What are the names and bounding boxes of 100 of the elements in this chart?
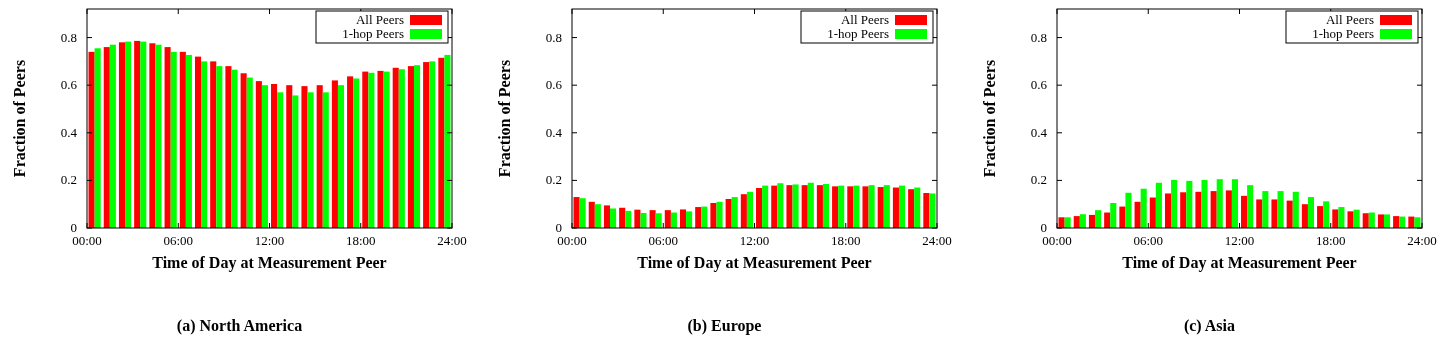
bar <box>1216 179 1223 228</box>
bar <box>383 71 390 228</box>
bar <box>853 185 860 228</box>
bar <box>134 40 141 228</box>
bar <box>579 198 586 228</box>
bar <box>316 85 323 228</box>
bar <box>868 185 875 228</box>
bar <box>1301 204 1308 228</box>
bar <box>185 54 192 228</box>
bar <box>1095 210 1102 228</box>
bar <box>413 65 421 228</box>
bar <box>914 187 921 228</box>
bar <box>429 61 436 228</box>
x-axis-title: Time of Day at Measurement Peer <box>1122 254 1357 272</box>
y-tick-label: 0.6 <box>1030 77 1048 93</box>
bar <box>94 48 101 228</box>
bar <box>1180 192 1187 228</box>
bar <box>1247 185 1254 228</box>
bar <box>407 66 414 228</box>
y-tick-label: 0.8 <box>545 29 562 45</box>
bar <box>1073 216 1080 228</box>
text: (b) Europe <box>687 317 762 335</box>
x-axis-title: Time of Day at Measurement Peer <box>152 254 387 272</box>
bar <box>634 209 641 228</box>
bar <box>1383 214 1391 228</box>
bar <box>1323 201 1330 228</box>
bar <box>746 191 753 228</box>
bar <box>786 185 793 228</box>
bar <box>307 92 314 228</box>
x-tick-label: 06:00 <box>1133 233 1164 248</box>
bar <box>1347 211 1354 228</box>
bar <box>588 201 595 228</box>
bar <box>225 66 232 228</box>
bar <box>423 62 430 228</box>
y-tick-label: 0.2 <box>545 172 562 188</box>
bar <box>164 47 171 228</box>
bar <box>822 183 830 228</box>
x-tick-label: 00:00 <box>557 233 587 248</box>
x-tick-label: 12:00 <box>254 233 285 248</box>
text: (c) Asia <box>1183 317 1236 335</box>
legend-label: 1-hop Peers <box>1312 26 1374 41</box>
y-tick-label: 0.4 <box>545 124 563 140</box>
bar <box>594 204 601 228</box>
y-tick-label: 0.8 <box>1030 29 1047 45</box>
y-axis-title: Fraction of Peers <box>981 59 998 178</box>
bar <box>353 78 360 228</box>
bar <box>1058 217 1065 228</box>
bar <box>277 92 284 228</box>
bar <box>210 61 217 228</box>
bar <box>1256 199 1263 228</box>
bar <box>847 186 854 228</box>
bar <box>103 47 110 228</box>
bar <box>140 41 147 228</box>
bar <box>1164 193 1172 228</box>
text: (a) North America <box>176 317 303 335</box>
bar <box>877 187 884 228</box>
bar <box>1155 182 1162 228</box>
bar <box>1201 179 1208 228</box>
bar <box>1140 188 1147 228</box>
bar <box>573 197 580 228</box>
x-tick-label: 06:00 <box>163 233 194 248</box>
bar <box>1149 197 1156 228</box>
bar <box>170 51 177 228</box>
bar <box>1186 180 1193 228</box>
y-tick-label: 0 <box>555 220 562 235</box>
bar <box>838 185 845 228</box>
bar <box>908 189 915 228</box>
bar <box>216 66 223 228</box>
bar <box>710 203 717 228</box>
bar <box>801 185 808 228</box>
bar <box>1079 214 1086 228</box>
bar <box>1307 197 1315 228</box>
x-tick-label: 06:00 <box>648 233 679 248</box>
bar <box>149 43 156 228</box>
bar <box>603 205 611 228</box>
bar <box>398 69 405 228</box>
bar <box>331 80 338 228</box>
bar <box>619 207 626 228</box>
legend-label: All Peers <box>840 12 889 27</box>
bar <box>807 182 814 228</box>
bar <box>255 81 262 228</box>
bar <box>777 183 784 228</box>
bar <box>347 76 354 228</box>
y-tick-label: 0.6 <box>545 77 563 93</box>
bar <box>1088 214 1096 228</box>
bar <box>762 185 769 228</box>
bar <box>271 83 278 228</box>
bar <box>1195 191 1202 228</box>
x-tick-label: 12:00 <box>1224 233 1255 248</box>
bar <box>1171 179 1178 228</box>
bar <box>368 72 375 228</box>
bar <box>362 71 369 228</box>
bar <box>201 61 208 228</box>
bar <box>771 185 778 228</box>
x-tick-label: 24:00 <box>437 233 467 248</box>
legend-label: 1-hop Peers <box>342 26 404 41</box>
y-tick-label: 0.2 <box>60 172 77 188</box>
bar <box>301 86 308 228</box>
y-tick-label: 0 <box>1040 220 1047 235</box>
bar <box>725 198 732 228</box>
